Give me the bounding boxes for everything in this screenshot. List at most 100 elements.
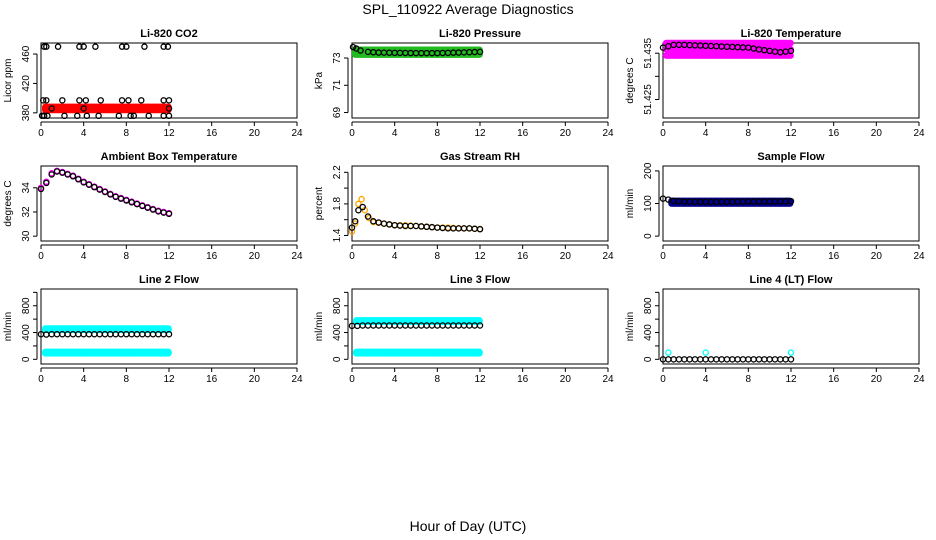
series-1 xyxy=(41,103,172,114)
x-tick-label: 20 xyxy=(249,251,261,262)
x-tick-label: 24 xyxy=(913,128,925,139)
data-point xyxy=(787,197,795,205)
x-tick-label: 0 xyxy=(349,128,355,139)
data-point xyxy=(165,112,173,120)
data-point xyxy=(471,225,478,233)
x-tick-label: 12 xyxy=(474,374,486,385)
data-point xyxy=(74,112,81,120)
panel-title: Line 3 Flow xyxy=(450,274,510,286)
data-point xyxy=(702,356,709,363)
plot-frame xyxy=(40,165,298,242)
y-axis-label: percent xyxy=(314,187,325,221)
data-point xyxy=(165,210,173,218)
x-tick-label: 4 xyxy=(392,128,398,139)
figure-title: SPL_110922 Average Diagnostics xyxy=(362,1,573,17)
data-point xyxy=(165,97,173,104)
data-point xyxy=(40,43,48,50)
data-point xyxy=(164,43,172,50)
x-tick-label: 24 xyxy=(913,374,925,385)
x-tick-label: 16 xyxy=(517,374,529,385)
data-point xyxy=(96,186,103,193)
data-point xyxy=(133,200,141,208)
x-tick-label: 16 xyxy=(517,128,529,139)
data-point xyxy=(787,39,794,47)
panel-1: Li-820 CO2 0 4 8 12 16 20 24 380 420 460 Licor ppm xyxy=(3,28,303,139)
data-point xyxy=(48,105,55,112)
data-point xyxy=(423,223,430,231)
data-point xyxy=(351,220,359,227)
data-point xyxy=(476,349,483,356)
plot-frame xyxy=(351,288,609,365)
data-point xyxy=(160,97,167,104)
x-tick-label: 16 xyxy=(828,374,840,385)
x-tick-label: 12 xyxy=(163,374,175,385)
x-tick-label: 8 xyxy=(746,251,752,262)
data-point xyxy=(355,200,362,208)
y-axis-label: ml/min xyxy=(625,189,636,218)
data-point xyxy=(91,183,98,191)
x-tick-label: 4 xyxy=(703,374,709,385)
data-point xyxy=(64,171,71,178)
series-2 xyxy=(665,349,795,356)
series-3 xyxy=(348,322,484,330)
y-tick-label: 400 xyxy=(21,324,32,341)
x-tick-label: 4 xyxy=(392,374,398,385)
data-point xyxy=(460,225,468,232)
data-point xyxy=(476,51,483,58)
panel-7: Line 2 Flow 0 4 8 12 16 20 24 0 400 800 ml/min xyxy=(3,274,303,385)
x-tick-label: 24 xyxy=(913,251,925,262)
data-point xyxy=(43,97,50,104)
data-point xyxy=(165,349,172,356)
data-point xyxy=(39,97,47,104)
y-tick-label: 1.8 xyxy=(332,197,343,211)
y-tick-label: 420 xyxy=(21,75,32,92)
panel-title: Line 4 (LT) Flow xyxy=(750,274,833,286)
series-2 xyxy=(659,41,795,56)
data-point xyxy=(95,112,102,120)
data-point xyxy=(428,223,436,231)
data-point xyxy=(665,356,672,363)
x-tick-label: 16 xyxy=(206,251,218,262)
data-point xyxy=(380,220,388,227)
data-point xyxy=(138,97,145,104)
data-point xyxy=(713,356,720,363)
data-point xyxy=(82,97,90,104)
data-point xyxy=(755,356,763,363)
x-tick-label: 24 xyxy=(291,128,303,139)
data-point xyxy=(40,112,48,120)
data-point xyxy=(80,43,87,50)
data-point xyxy=(43,179,50,187)
data-point xyxy=(37,185,45,193)
data-point xyxy=(349,43,357,51)
y-axis-label: degrees C xyxy=(625,57,636,103)
panel-title: Ambient Box Temperature xyxy=(101,151,238,163)
data-point xyxy=(92,43,99,50)
y-tick-label: 100 xyxy=(643,195,654,212)
data-point xyxy=(358,195,365,203)
y-tick-label: 380 xyxy=(21,104,32,121)
y-tick-label: 30 xyxy=(21,230,32,242)
data-point xyxy=(118,97,126,104)
x-tick-label: 8 xyxy=(435,128,441,139)
x-tick-label: 24 xyxy=(602,128,614,139)
y-axis-label: ml/min xyxy=(314,312,325,341)
x-tick-label: 8 xyxy=(746,128,752,139)
x-tick-label: 4 xyxy=(81,128,87,139)
y-tick-label: 0 xyxy=(643,233,654,239)
data-point xyxy=(718,356,725,363)
y-tick-label: 400 xyxy=(643,324,654,341)
x-tick-label: 20 xyxy=(249,128,261,139)
y-tick-label: 69 xyxy=(332,107,343,119)
plot-frame xyxy=(662,165,920,242)
x-tick-label: 20 xyxy=(560,251,572,262)
x-tick-label: 4 xyxy=(703,251,709,262)
data-point xyxy=(357,47,364,54)
panel-title: Li-820 Pressure xyxy=(439,28,521,40)
data-point xyxy=(670,356,677,363)
x-tick-label: 16 xyxy=(517,251,529,262)
data-point xyxy=(165,105,173,112)
x-tick-label: 12 xyxy=(474,128,486,139)
data-point xyxy=(101,188,109,196)
y-tick-label: 800 xyxy=(643,297,654,314)
